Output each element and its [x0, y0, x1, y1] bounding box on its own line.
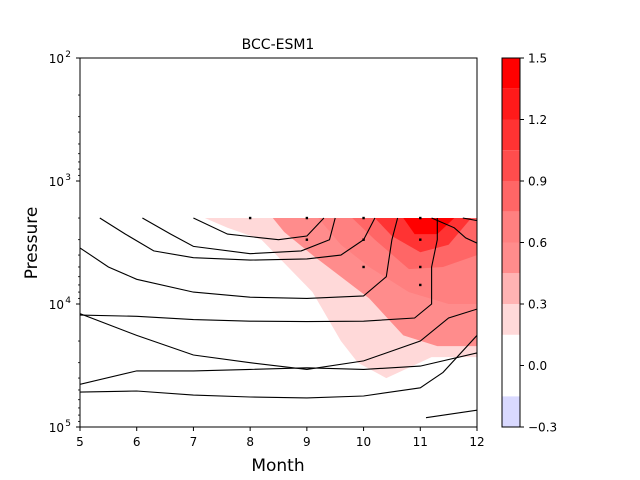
x-tick-label-6: 6 [133, 435, 141, 449]
x-tick-label-9: 9 [303, 435, 311, 449]
colorbar-band-2 [502, 304, 520, 335]
colorbar-band-1 [502, 334, 520, 397]
contour-line-0 [99, 217, 376, 261]
y-tick-label-1: 10 [49, 175, 64, 189]
colorbar-band-8 [502, 119, 520, 151]
stipple-point-7 [362, 265, 365, 269]
contour-line-8 [425, 409, 477, 419]
colorbar-tick-label-4: 0.9 [528, 175, 547, 189]
significance-stipples [248, 216, 422, 287]
colorbar-tick-label-1: 0.0 [528, 359, 547, 373]
colorbar-band-7 [502, 150, 520, 181]
colorbar-tick-label-6: 1.5 [528, 52, 547, 66]
filled-contours [204, 218, 477, 379]
stipple-point-0 [248, 216, 252, 220]
colorbar-band-9 [502, 88, 520, 120]
contour-line-6 [80, 352, 477, 385]
contour-line-10 [462, 217, 477, 222]
contour-line-2 [193, 217, 325, 241]
colorbar-band-0 [502, 396, 520, 427]
x-tick-label-7: 7 [190, 435, 198, 449]
contour-line-5 [80, 308, 477, 370]
colorbar: −0.3 0.0 0.3 0.6 0.9 1.2 1.5 [501, 52, 557, 435]
y-tick-label-2: 10 [49, 298, 64, 312]
colorbar-band-5 [502, 211, 520, 243]
colorbar-band-6 [502, 181, 520, 212]
stipple-point-6 [419, 238, 422, 241]
x-axis: 5 6 7 8 9 10 11 12 [76, 427, 485, 449]
contour-line-1 [142, 217, 336, 255]
plot-frame [79, 57, 478, 428]
y-axis-label: Pressure [22, 207, 42, 280]
colorbar-band-10 [502, 58, 520, 89]
x-tick-label-12: 12 [469, 435, 484, 449]
stipple-point-3 [419, 216, 422, 220]
y-tick-label-3: 10 [49, 421, 64, 435]
filled-region-4 [374, 218, 472, 253]
stipple-point-8 [419, 265, 422, 269]
chart-title: BCC-ESM1 [242, 37, 315, 53]
plot-area [79, 57, 478, 428]
colorbar-band-4 [502, 242, 520, 274]
y-tick-exponent-2: 4 [65, 296, 71, 306]
contour-lines [80, 217, 477, 419]
colorbar-tick-label-5: 1.2 [528, 113, 547, 127]
colorbar-tick-label-3: 0.6 [528, 236, 547, 250]
x-tick-label-11: 11 [413, 435, 428, 449]
stipple-point-1 [305, 216, 309, 220]
y-tick-label-0: 10 [49, 52, 64, 66]
y-tick-exponent-0: 2 [65, 50, 71, 60]
colorbar-tick-label-2: 0.3 [528, 298, 547, 312]
y-tick-exponent-1: 3 [65, 173, 71, 183]
x-tick-label-5: 5 [76, 435, 84, 449]
contour-line-3 [80, 217, 399, 299]
stipple-point-9 [419, 283, 422, 287]
contour-line-4 [80, 218, 438, 323]
stipple-point-4 [305, 238, 309, 241]
x-tick-label-10: 10 [356, 435, 371, 449]
colorbar-band-3 [502, 273, 520, 304]
stipple-point-5 [362, 238, 365, 241]
colorbar-tick-label-0: −0.3 [528, 421, 557, 435]
y-tick-exponent-3: 5 [65, 419, 71, 429]
x-axis-label: Month [251, 456, 304, 476]
stipple-point-2 [362, 216, 365, 220]
contour-line-7 [80, 335, 477, 399]
contour-line-9 [431, 217, 477, 244]
x-tick-label-8: 8 [246, 435, 254, 449]
